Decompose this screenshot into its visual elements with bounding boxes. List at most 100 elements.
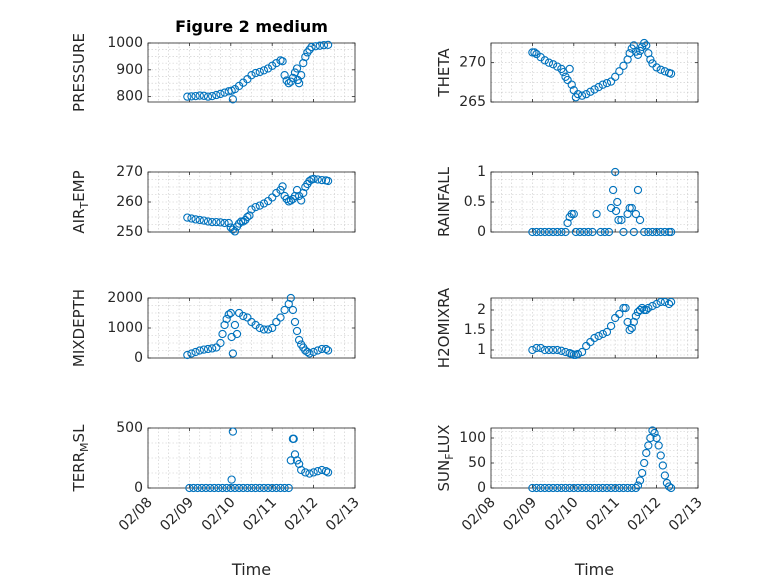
data-point [666,227,676,237]
data-point [230,320,240,330]
data-point [629,317,638,327]
data-point [635,46,645,56]
data-point [656,227,665,237]
data-point [203,344,213,354]
data-point [569,483,578,493]
data-point [606,483,616,493]
data-point [259,325,269,334]
data-point [263,325,273,334]
data-point [553,227,562,237]
axes-box [490,297,699,359]
data-point [640,458,649,468]
subplot-pressure: 800 900 1000 PRESSURE Figure 2 medium [70,17,356,112]
data-point [635,215,645,225]
data-markers [528,426,676,493]
data-point [251,320,260,330]
x-tick-label: 02/09 [157,494,197,534]
data-point [594,82,603,92]
data-point [602,78,612,88]
data-point [323,468,333,477]
subplot-mixdepth: 0 1000 2000 MIXDEPTH [70,289,356,367]
data-point [586,483,595,493]
data-point [577,483,587,493]
x-tick-label: 02/10 [542,494,582,534]
data-point [615,67,624,76]
data-point [540,483,549,493]
y-tick-label: 0 [477,480,486,496]
data-point [268,483,277,493]
data-point [536,227,545,237]
grid-lines [147,297,356,359]
data-point [226,483,235,493]
data-point [303,347,312,357]
data-point [305,45,314,54]
data-point [239,311,248,321]
data-point [309,174,318,184]
data-point [629,227,638,237]
data-point [577,347,587,357]
data-point [199,216,209,225]
data-point [305,349,314,358]
data-point [321,344,331,354]
data-point [652,433,661,443]
data-point [602,483,612,493]
data-point [633,50,643,59]
data-point [189,483,198,493]
data-point [259,66,269,75]
x-tick-label: 02/12 [282,494,322,534]
y-tick-label: 1 [477,342,486,358]
data-point [303,48,312,57]
data-point [637,468,647,478]
data-point [544,483,554,493]
y-label-tail: SL [70,424,88,443]
data-point [280,71,289,80]
data-point [208,344,217,353]
data-point [305,176,314,186]
y-tick-label: 500 [116,420,143,436]
data-point [598,329,607,339]
x-tick-label: 02/13 [666,494,706,534]
data-point [637,42,647,52]
data-point [197,483,206,493]
x-tick-label: 02/11 [583,494,623,534]
data-point [563,218,572,228]
data-point [642,41,651,50]
data-point [633,185,643,195]
data-point [640,305,649,315]
data-point [631,209,641,219]
data-point [623,483,632,493]
data-point [251,483,260,493]
axes-box [147,42,356,103]
y-tick-label: 265 [459,94,486,110]
data-point [230,483,240,493]
data-point [216,218,225,227]
data-point [602,327,612,337]
data-point [183,213,192,222]
subplot-sun_flux: 02/08 02/09 02/10 02/11 02/12 02/13050100SUNF… [435,425,706,579]
data-point [652,227,661,237]
data-point [611,206,621,216]
data-point [323,40,333,50]
data-point [642,448,651,458]
data-markers [528,167,676,237]
data-point [635,305,645,315]
data-point [532,343,541,353]
data-point [532,227,541,237]
data-point [199,91,209,100]
data-point [617,215,626,225]
data-point [586,337,595,347]
data-point [290,317,300,327]
y-label-main: MIXDEPTH [70,289,88,367]
data-point [557,346,566,355]
data-point [230,227,240,236]
data-point [313,467,322,476]
y-tick-label: 250 [116,224,143,240]
data-point [615,309,624,319]
x-tick-label: 02/08 [116,494,156,534]
data-point [642,305,651,315]
data-point [611,483,620,493]
data-markers [183,174,333,236]
data-point [544,345,554,355]
data-point [263,483,273,493]
data-point [212,343,221,352]
